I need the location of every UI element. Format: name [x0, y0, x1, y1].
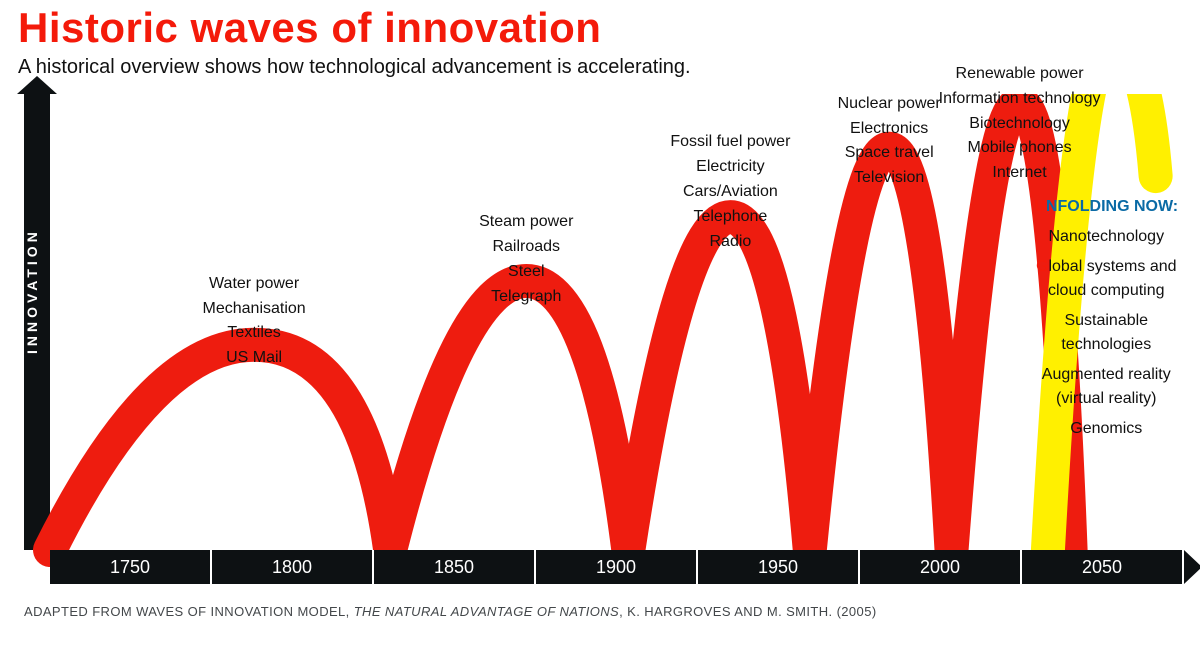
wave-label-line: US Mail — [164, 346, 344, 371]
x-axis-arrowhead-icon — [1184, 550, 1200, 584]
wave-label-line: Electricity — [640, 155, 820, 180]
x-axis-tick: 1900 — [536, 550, 698, 584]
x-axis-tick: 1750 — [50, 550, 212, 584]
waves-chart: INNOVATION Water powerMechanisationTexti… — [24, 94, 1184, 584]
unfolding-line: Genomics — [1021, 417, 1191, 441]
wave-label-line: Mechanisation — [164, 297, 344, 322]
wave-labels-layer: Water powerMechanisationTextilesUS Mail S… — [50, 94, 1184, 550]
wave-label-line: Biotechnology — [930, 112, 1110, 137]
x-axis-tick: 1850 — [374, 550, 536, 584]
wave-label-wave2: Steam powerRailroadsSteelTelegraph — [436, 210, 616, 309]
x-axis-tick: 2050 — [1022, 550, 1184, 584]
unfolding-now-block: UNFOLDING NOW: Nanotechnology Global syste… — [1021, 195, 1191, 447]
unfolding-line: Global systems and cloud computing — [1021, 255, 1191, 303]
wave-label-line: Telephone — [640, 205, 820, 230]
wave-label-line: Railroads — [436, 235, 616, 260]
x-axis-band: 1750180018501900195020002050 — [50, 550, 1184, 584]
unfolding-line: Augmented reality (virtual reality) — [1021, 363, 1191, 411]
wave-label-line: Radio — [640, 230, 820, 255]
source-prefix: ADAPTED FROM WAVES OF INNOVATION MODEL, — [24, 604, 354, 619]
source-suffix: , K. HARGROVES AND M. SMITH. (2005) — [619, 604, 876, 619]
page-title: Historic waves of innovation — [18, 4, 601, 52]
unfolding-line: Sustainable technologies — [1021, 309, 1191, 357]
wave-label-line: Cars/Aviation — [640, 180, 820, 205]
wave-label-line: Internet — [930, 161, 1110, 186]
source-italic: THE NATURAL ADVANTAGE OF NATIONS — [354, 604, 619, 619]
infographic-root: Historic waves of innovation A historica… — [0, 0, 1200, 647]
wave-label-line: Fossil fuel power — [640, 130, 820, 155]
page-subtitle: A historical overview shows how technolo… — [18, 56, 691, 79]
wave-label-line: Textiles — [164, 321, 344, 346]
wave-label-wave5: Renewable powerInformation technologyBio… — [930, 62, 1110, 186]
wave-label-line: Telegraph — [436, 285, 616, 310]
wave-label-wave3: Fossil fuel powerElectricityCars/Aviatio… — [640, 130, 820, 254]
x-axis-tick: 1950 — [698, 550, 860, 584]
wave-label-line: Mobile phones — [930, 136, 1110, 161]
unfolding-line: Nanotechnology — [1021, 225, 1191, 249]
source-attribution: ADAPTED FROM WAVES OF INNOVATION MODEL, … — [24, 604, 877, 619]
wave-label-line: Steel — [436, 260, 616, 285]
x-axis-tick: 2000 — [860, 550, 1022, 584]
x-axis-tick: 1800 — [212, 550, 374, 584]
wave-label-wave1: Water powerMechanisationTextilesUS Mail — [164, 272, 344, 371]
wave-label-line: Steam power — [436, 210, 616, 235]
wave-label-line: Information technology — [930, 87, 1110, 112]
wave-label-line: Renewable power — [930, 62, 1110, 87]
unfolding-header: UNFOLDING NOW: — [1021, 195, 1191, 219]
wave-label-line: Water power — [164, 272, 344, 297]
y-axis-arrowhead-icon — [17, 76, 57, 94]
